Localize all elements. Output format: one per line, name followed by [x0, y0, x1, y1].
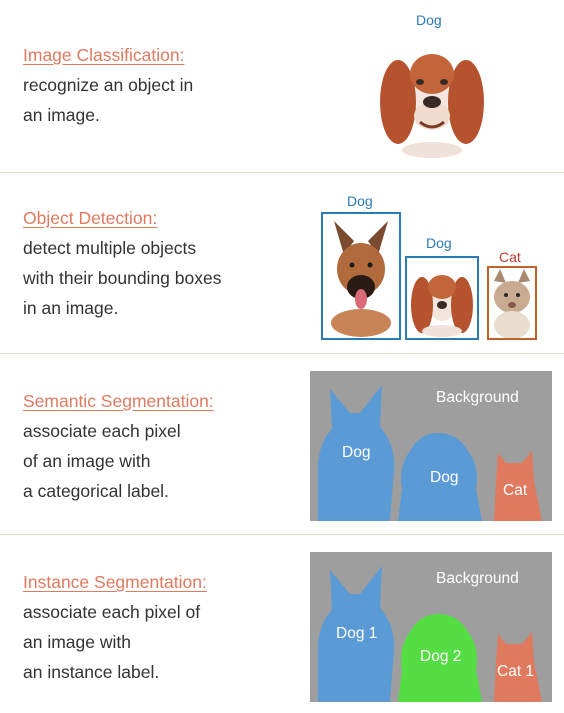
- section-text: Image Classification: recognize an objec…: [23, 40, 193, 130]
- cat-mask: [494, 451, 542, 521]
- box-label-cat: Cat: [499, 249, 521, 265]
- dog-2-mask: [398, 614, 482, 702]
- dog-1-mask: [318, 385, 395, 521]
- seg-label-dog-1: Dog: [342, 444, 370, 461]
- inst-label-dog-2: Dog 2: [420, 648, 461, 665]
- description-line: in an image.: [23, 298, 119, 318]
- semantic-segmentation-image: Background Dog Dog Cat: [310, 371, 552, 521]
- divider: [0, 172, 564, 173]
- instance-segmentation-image: Background Dog 1 Dog 2 Cat 1: [310, 552, 552, 702]
- description-line: an instance label.: [23, 662, 160, 682]
- section-semantic-segmentation: Semantic Segmentation: associate each pi…: [0, 354, 564, 534]
- section-text: Instance Segmentation: associate each pi…: [23, 567, 207, 687]
- dog-1-bounding-box: [321, 212, 401, 340]
- box-label-dog-1: Dog: [347, 193, 373, 209]
- seg-label-background: Background: [436, 389, 519, 406]
- description-line: recognize an object in: [23, 75, 194, 95]
- section-text: Object Detection: detect multiple object…: [23, 203, 221, 323]
- description-line: a categorical label.: [23, 481, 169, 501]
- section-image-classification: Image Classification: recognize an objec…: [0, 0, 564, 172]
- divider: [0, 534, 564, 535]
- object-detection-link[interactable]: Object Detection:: [23, 208, 158, 228]
- semantic-segmentation-link[interactable]: Semantic Segmentation:: [23, 391, 214, 411]
- description-line: of an image with: [23, 451, 151, 471]
- divider: [0, 353, 564, 354]
- dog-2-mask: [398, 433, 482, 521]
- cat-1-mask: [494, 632, 542, 702]
- cat-image: [494, 269, 530, 339]
- description-line: detect multiple objects: [23, 238, 197, 258]
- inst-label-dog-1: Dog 1: [336, 625, 377, 642]
- box-label-dog-2: Dog: [426, 235, 452, 251]
- description-line: associate each pixel of: [23, 602, 201, 622]
- instance-segmentation-link[interactable]: Instance Segmentation:: [23, 572, 207, 592]
- description-line: associate each pixel: [23, 421, 181, 441]
- class-label-dog: Dog: [416, 12, 442, 28]
- inst-label-background: Background: [436, 570, 519, 587]
- description-line: with their bounding boxes: [23, 268, 222, 288]
- dog-1-mask: [318, 566, 395, 702]
- seg-label-cat: Cat: [503, 482, 528, 499]
- cat-bounding-box: [487, 266, 537, 340]
- description-line: an image with: [23, 632, 131, 652]
- inst-label-cat-1: Cat 1: [497, 663, 534, 680]
- dog-1-image: [324, 215, 398, 337]
- dog-2-image: [411, 275, 473, 337]
- dog-image: [380, 54, 484, 158]
- dog-2-bounding-box: [405, 256, 479, 340]
- section-object-detection: Object Detection: detect multiple object…: [0, 173, 564, 353]
- section-text: Semantic Segmentation: associate each pi…: [23, 386, 214, 506]
- image-classification-link[interactable]: Image Classification:: [23, 45, 185, 65]
- seg-label-dog-2: Dog: [430, 469, 458, 486]
- section-instance-segmentation: Instance Segmentation: associate each pi…: [0, 535, 564, 713]
- description-line: an image.: [23, 105, 100, 125]
- detection-image: [321, 212, 537, 340]
